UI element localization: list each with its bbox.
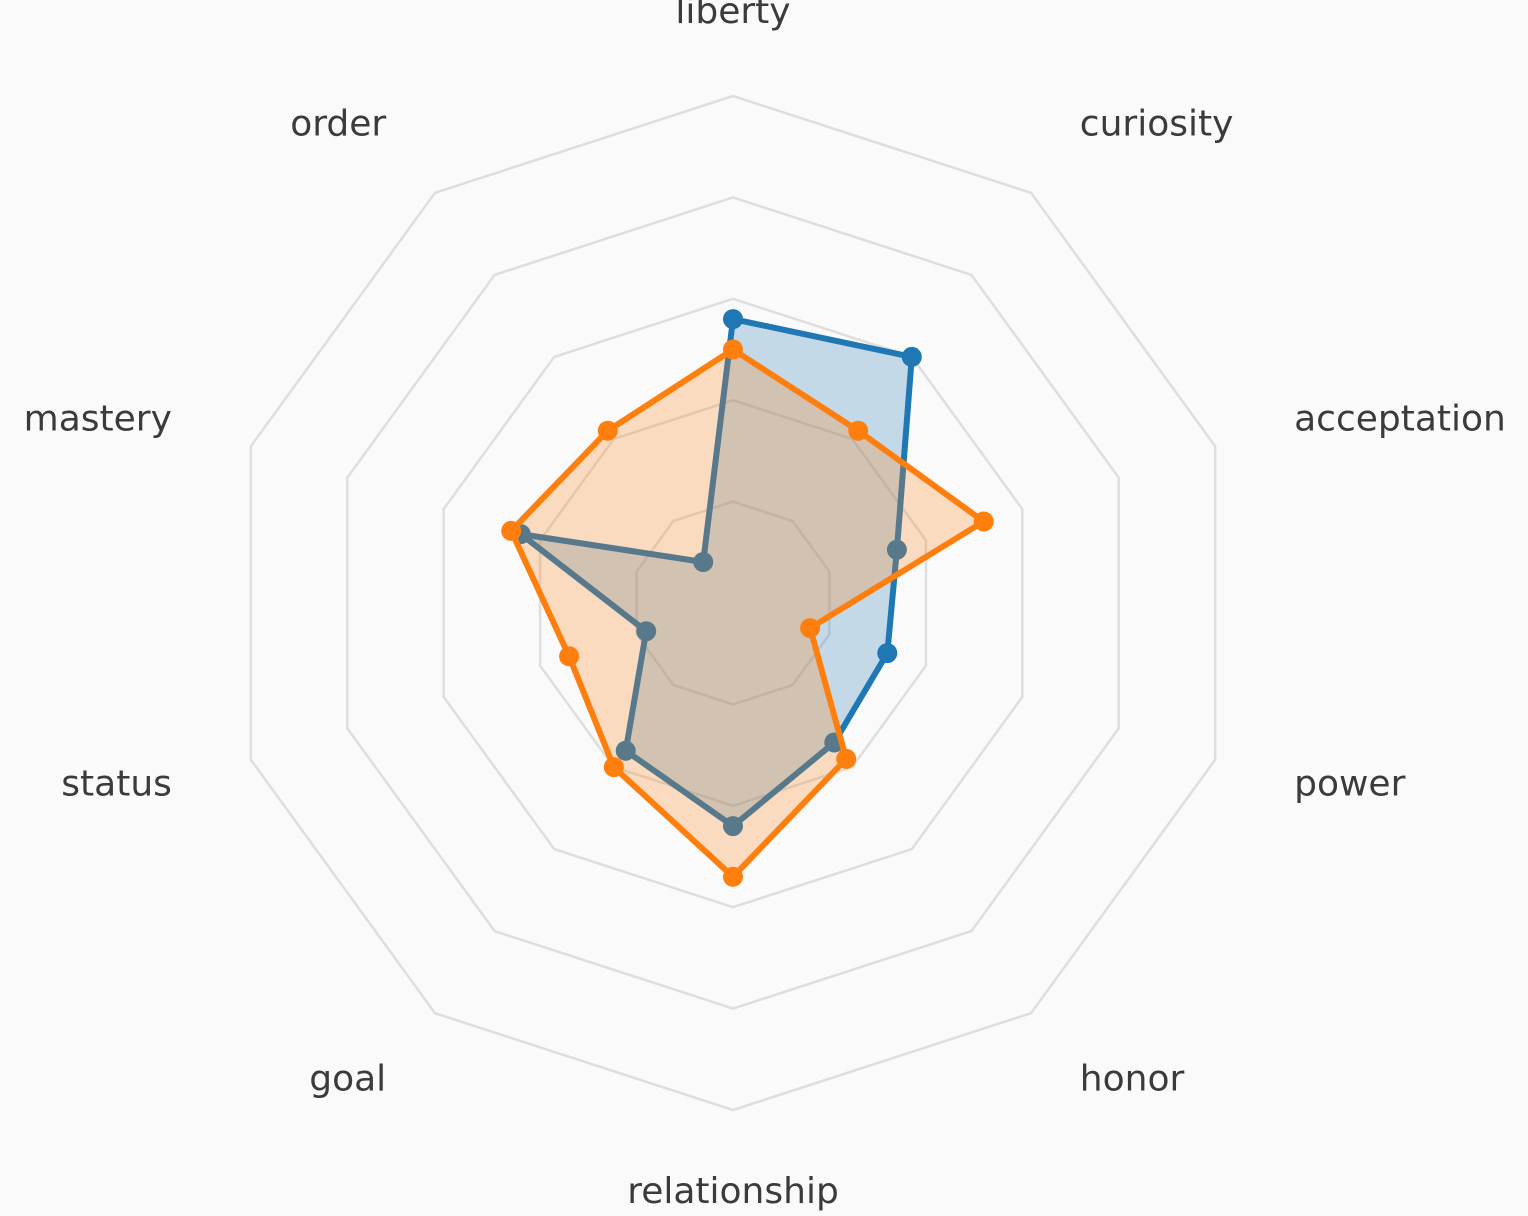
grid-ring-4 [346,196,1120,1010]
series-blue-point-relationship [723,816,743,837]
axis-label-mastery: mastery [24,399,172,440]
series-layer [501,309,994,887]
series-orange-area [511,349,984,877]
grid-ring-5 [249,94,1217,1112]
axis-label-goal: goal [309,1058,386,1099]
axis-label-curiosity: curiosity [1080,104,1234,145]
series-blue-area [520,319,912,827]
axis-label-liberty: liberty [675,0,790,32]
series-orange-point-liberty [723,339,743,360]
series-orange-point-relationship [723,866,743,887]
series-orange-point-mastery [501,520,522,541]
axis-label-relationship: relationship [627,1171,839,1212]
axis-label-status: status [61,763,172,804]
series-orange-point-honor [836,748,857,769]
series-orange-point-order [597,420,618,441]
axis-label-layer: liberty curiosity acceptation power honor rel… [24,0,1506,1212]
series-blue-point-curiosity [901,346,922,367]
series-blue-point-liberty [723,309,743,330]
axis-label-order: order [290,104,386,145]
series-orange-point-status [559,646,580,667]
series-blue-point-acceptation [886,539,907,560]
series-blue-point-goal [615,740,636,761]
series-blue-point-order [693,552,714,572]
axis-label-honor: honor [1080,1058,1185,1099]
series-orange-point-acceptation [973,511,994,532]
series-orange-point-power [800,618,821,639]
grid-ring-3 [442,297,1024,909]
series-orange-point-curiosity [848,420,869,441]
axis-label-power: power [1294,763,1405,804]
axis-label-acceptation: acceptation [1294,399,1506,440]
series-orange-point-goal [603,757,624,778]
series-blue-point-power [877,643,898,664]
series-blue-point-status [636,621,657,642]
